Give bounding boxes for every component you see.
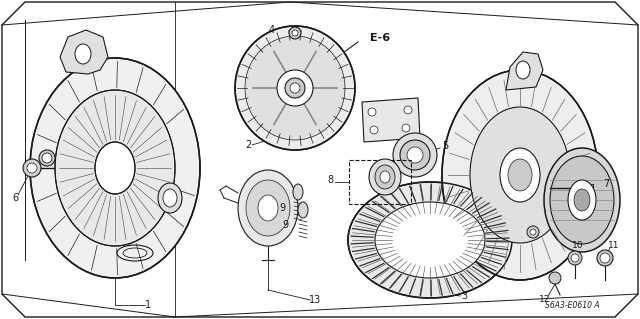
Ellipse shape (516, 61, 530, 79)
Ellipse shape (293, 184, 303, 200)
Ellipse shape (368, 108, 376, 116)
Ellipse shape (298, 202, 308, 218)
Ellipse shape (508, 159, 532, 191)
Text: 13: 13 (309, 295, 321, 305)
Ellipse shape (568, 180, 596, 220)
Ellipse shape (27, 163, 37, 173)
Ellipse shape (530, 229, 536, 235)
Ellipse shape (95, 142, 135, 194)
Text: 2: 2 (245, 140, 251, 150)
Ellipse shape (39, 150, 55, 166)
Text: 9: 9 (282, 220, 288, 230)
Ellipse shape (402, 124, 410, 132)
Ellipse shape (470, 107, 570, 243)
Ellipse shape (258, 195, 278, 221)
Ellipse shape (348, 182, 512, 298)
Text: 11: 11 (608, 241, 620, 249)
Ellipse shape (55, 90, 175, 246)
Ellipse shape (550, 156, 614, 244)
Ellipse shape (158, 183, 182, 213)
Ellipse shape (549, 272, 561, 284)
Ellipse shape (292, 30, 298, 36)
Text: S6A3-E0610 A: S6A3-E0610 A (545, 300, 600, 309)
Ellipse shape (277, 70, 313, 106)
Ellipse shape (42, 153, 52, 163)
Text: 12: 12 (540, 295, 550, 305)
Ellipse shape (369, 159, 401, 195)
Ellipse shape (500, 148, 540, 202)
Ellipse shape (285, 78, 305, 98)
Ellipse shape (235, 26, 355, 150)
Text: 3: 3 (461, 291, 467, 301)
Ellipse shape (571, 254, 579, 262)
Ellipse shape (597, 250, 613, 266)
Ellipse shape (600, 253, 610, 263)
Ellipse shape (375, 165, 395, 189)
Ellipse shape (370, 126, 378, 134)
Ellipse shape (407, 147, 423, 163)
Ellipse shape (568, 251, 582, 265)
Ellipse shape (290, 83, 300, 93)
Polygon shape (506, 52, 543, 90)
Text: E-6: E-6 (370, 33, 390, 43)
Ellipse shape (289, 27, 301, 39)
Ellipse shape (30, 58, 200, 278)
Ellipse shape (238, 170, 298, 246)
Text: 5: 5 (442, 141, 448, 151)
Text: 4: 4 (269, 25, 275, 35)
Ellipse shape (23, 159, 41, 177)
Ellipse shape (393, 133, 437, 177)
Ellipse shape (380, 171, 390, 183)
Ellipse shape (375, 202, 485, 278)
Text: 9: 9 (279, 203, 285, 213)
Text: 6: 6 (12, 193, 18, 203)
Polygon shape (583, 184, 593, 192)
Ellipse shape (245, 36, 345, 140)
Ellipse shape (442, 70, 598, 280)
Ellipse shape (574, 189, 590, 211)
Ellipse shape (400, 140, 430, 170)
Text: 8: 8 (327, 175, 333, 185)
Ellipse shape (544, 148, 620, 252)
Text: 10: 10 (572, 241, 584, 249)
Text: 7: 7 (603, 179, 609, 189)
Text: 1: 1 (145, 300, 151, 310)
Ellipse shape (404, 106, 412, 114)
Ellipse shape (527, 226, 539, 238)
Polygon shape (362, 98, 420, 142)
Ellipse shape (246, 180, 290, 236)
Ellipse shape (75, 44, 91, 64)
Bar (349, 160, 411, 204)
Polygon shape (60, 30, 108, 74)
Ellipse shape (163, 189, 177, 207)
